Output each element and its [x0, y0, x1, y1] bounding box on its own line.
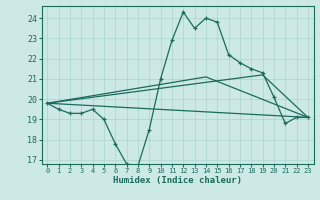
- X-axis label: Humidex (Indice chaleur): Humidex (Indice chaleur): [113, 176, 242, 185]
